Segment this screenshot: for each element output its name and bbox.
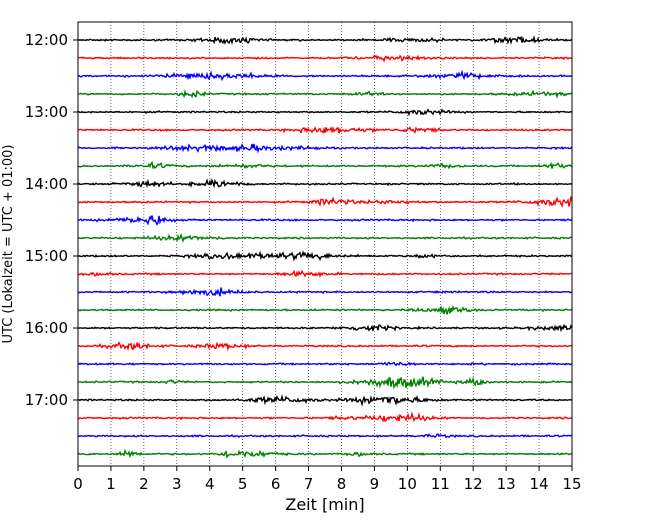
x-tick-label: 12 <box>464 475 483 493</box>
trace-line-1545 <box>77 304 573 315</box>
y-axis-label: UTC (Lokalzeit = UTC + 01:00) <box>1 145 16 344</box>
x-tick-label: 6 <box>271 475 281 493</box>
trace-line-1745 <box>77 448 573 459</box>
x-tick-label: 15 <box>562 475 581 493</box>
y-tick-label: 15:00 <box>25 247 68 265</box>
x-axis-ticks: 0 1 2 3 4 5 6 7 8 9 10 11 12 13 14 15 <box>73 466 582 493</box>
trace-line-1715 <box>77 411 573 423</box>
trace-line-1415 <box>77 196 573 208</box>
y-tick-label: 12:00 <box>25 31 68 49</box>
trace-line-1315 <box>77 126 573 135</box>
trace-line-1300 <box>77 108 573 117</box>
trace-line-1630 <box>77 361 573 367</box>
plot-frame <box>77 21 573 467</box>
x-tick-label: 0 <box>73 475 83 493</box>
trace-line-1530 <box>77 287 573 297</box>
trace-line-1515 <box>77 269 573 279</box>
trace-line-1430 <box>77 215 573 226</box>
y-tick-label: 16:00 <box>25 319 68 337</box>
trace-line-1215 <box>78 54 573 63</box>
trace-group <box>77 35 573 459</box>
x-tick-label: 11 <box>431 475 450 493</box>
x-tick-label: 14 <box>530 475 549 493</box>
x-tick-label: 8 <box>337 475 347 493</box>
trace-line-1345 <box>77 160 573 170</box>
x-tick-label: 4 <box>205 475 215 493</box>
trace-line-1200 <box>77 35 573 46</box>
x-axis-label: Zeit [min] <box>285 495 364 514</box>
trace-line-1400 <box>77 178 573 189</box>
x-tick-label: 7 <box>304 475 314 493</box>
trace-line-1330 <box>77 143 573 154</box>
trace-line-1245 <box>77 89 573 99</box>
trace-line-1600 <box>77 323 573 333</box>
y-axis-ticks: 12:00 13:00 14:00 15:00 16:00 17:00 <box>25 31 78 409</box>
trace-line-1615 <box>77 341 573 352</box>
x-tick-label: 10 <box>398 475 417 493</box>
trace-line-1500 <box>77 250 573 262</box>
x-tick-label: 1 <box>106 475 116 493</box>
trace-line-1230 <box>77 69 573 82</box>
trace-line-1730 <box>77 433 573 439</box>
x-tick-label: 13 <box>497 475 516 493</box>
y-tick-label: 13:00 <box>25 103 68 121</box>
y-tick-label: 14:00 <box>25 175 68 193</box>
trace-line-1445 <box>77 233 573 243</box>
x-tick-label: 2 <box>139 475 149 493</box>
y-tick-label: 17:00 <box>25 391 68 409</box>
trace-line-1645 <box>77 376 573 390</box>
x-tick-label: 3 <box>172 475 182 493</box>
grid-lines <box>110 22 540 466</box>
x-tick-label: 5 <box>238 475 248 493</box>
trace-line-1700 <box>77 394 573 407</box>
x-tick-label: 9 <box>370 475 380 493</box>
